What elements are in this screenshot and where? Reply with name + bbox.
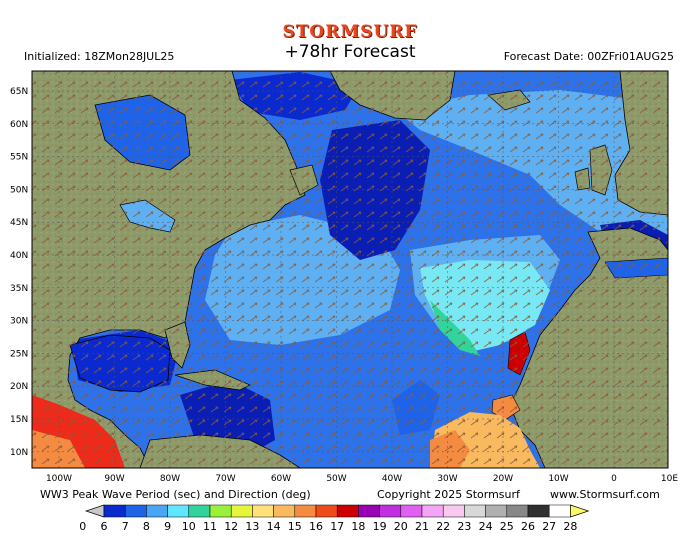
colorbar-label: 0 bbox=[79, 520, 86, 533]
colorbar-swatch bbox=[273, 504, 296, 518]
product-description: WW3 Peak Wave Period (sec) and Direction… bbox=[40, 488, 311, 501]
lon-label: 70W bbox=[215, 474, 235, 484]
colorbar-label: 21 bbox=[415, 520, 429, 533]
colorbar-label: 24 bbox=[479, 520, 493, 533]
map-frame bbox=[31, 70, 669, 469]
colorbar-label: 23 bbox=[457, 520, 471, 533]
colorbar-label: 13 bbox=[245, 520, 259, 533]
colorbar-swatch bbox=[358, 504, 380, 518]
colorbar-label: 8 bbox=[143, 520, 150, 533]
colorbar-label: 6 bbox=[101, 520, 108, 533]
lat-label: 20N bbox=[10, 382, 28, 392]
colorbar-high-arrow bbox=[570, 504, 590, 518]
colorbar-label: 18 bbox=[351, 520, 365, 533]
lat-label: 15N bbox=[10, 415, 28, 425]
longitude-labels: 100W 90W 80W 70W 60W 50W 40W 30W 20W 10W 0 10E bbox=[46, 474, 678, 484]
lon-label: 60W bbox=[271, 474, 291, 484]
lat-label: 10N bbox=[10, 448, 28, 458]
colorbar-swatch bbox=[146, 504, 168, 518]
colorbar-swatch bbox=[548, 504, 571, 518]
lat-label: 40N bbox=[10, 251, 28, 261]
colorbar-swatch bbox=[421, 504, 444, 518]
lat-label: 50N bbox=[10, 185, 28, 195]
lon-label: 100W bbox=[46, 474, 72, 484]
colorbar-label: 10 bbox=[182, 520, 196, 533]
colorbar-swatch bbox=[103, 504, 126, 518]
lon-label: 20W bbox=[493, 474, 513, 484]
colorbar-label: 19 bbox=[373, 520, 387, 533]
lon-label: 10W bbox=[548, 474, 568, 484]
colorbar-swatch bbox=[167, 504, 190, 518]
lon-label: 80W bbox=[160, 474, 180, 484]
map-area bbox=[32, 71, 668, 468]
lat-label: 30N bbox=[10, 317, 28, 327]
graticule bbox=[32, 71, 668, 468]
wave-direction-arrows bbox=[32, 71, 668, 468]
colorbar-swatch bbox=[315, 504, 338, 518]
colorbar-label: 7 bbox=[122, 520, 129, 533]
lon-label: 90W bbox=[104, 474, 124, 484]
lon-label: 40W bbox=[382, 474, 402, 484]
stormsurf-logo: STORMSURF bbox=[282, 22, 418, 42]
colorbar-swatch bbox=[188, 504, 211, 518]
colorbar-swatch bbox=[485, 504, 508, 518]
colorbar-swatch bbox=[506, 504, 529, 518]
lon-label: 50W bbox=[326, 474, 346, 484]
lon-label: 0 bbox=[611, 474, 617, 484]
colorbar-label: 11 bbox=[203, 520, 217, 533]
copyright-text: Copyright 2025 Stormsurf bbox=[377, 488, 520, 501]
colorbar-labels: 0 6 7 8 9 10 11 12 13 14 15 16 17 18 19 20 21 22 23 24 25 26 2… bbox=[79, 520, 577, 533]
colorbar-label: 22 bbox=[436, 520, 450, 533]
colorbar-swatch bbox=[379, 504, 402, 518]
colorbar-swatch bbox=[400, 504, 423, 518]
colorbar-label: 27 bbox=[542, 520, 556, 533]
colorbar-label: 25 bbox=[500, 520, 514, 533]
colorbar-label: 17 bbox=[330, 520, 344, 533]
colorbar-label: 20 bbox=[394, 520, 408, 533]
colorbar-swatch bbox=[464, 504, 486, 518]
colorbar-label: 14 bbox=[267, 520, 281, 533]
lon-label: 30W bbox=[437, 474, 457, 484]
lat-label: 45N bbox=[10, 218, 28, 228]
colorbar-swatch bbox=[527, 504, 550, 518]
colorbar-swatch bbox=[124, 504, 147, 518]
colorbar-label: 28 bbox=[563, 520, 577, 533]
colorbar-swatch bbox=[209, 504, 232, 518]
lat-label: 65N bbox=[10, 87, 28, 97]
lat-label: 60N bbox=[10, 120, 28, 130]
colorbar-label: 16 bbox=[309, 520, 323, 533]
site-link[interactable]: www.Stormsurf.com bbox=[550, 488, 660, 501]
colorbar-swatch bbox=[230, 504, 253, 518]
forecast-title: +78hr Forecast bbox=[284, 42, 416, 62]
colorbar-swatch bbox=[336, 504, 359, 518]
colorbar-low-arrow bbox=[84, 504, 105, 518]
lon-label: 10E bbox=[661, 474, 678, 484]
initialized-label: Initialized: 18ZMon28JUL25 bbox=[24, 50, 175, 63]
colorbar bbox=[84, 504, 590, 518]
colorbar-label: 9 bbox=[164, 520, 171, 533]
colorbar-label: 12 bbox=[224, 520, 238, 533]
lat-label: 55N bbox=[10, 153, 28, 163]
colorbar-swatch bbox=[442, 504, 465, 518]
lat-label: 25N bbox=[10, 349, 28, 359]
lat-label: 35N bbox=[10, 284, 28, 294]
colorbar-swatch bbox=[294, 504, 317, 518]
colorbar-swatch bbox=[252, 504, 274, 518]
colorbar-label: 15 bbox=[288, 520, 302, 533]
latitude-labels: 65N 60N 55N 50N 45N 40N 35N 30N 25N 20N 15N 10N bbox=[10, 87, 28, 458]
colorbar-label: 26 bbox=[521, 520, 535, 533]
forecast-date-label: Forecast Date: 00ZFri01AUG25 bbox=[503, 50, 674, 63]
